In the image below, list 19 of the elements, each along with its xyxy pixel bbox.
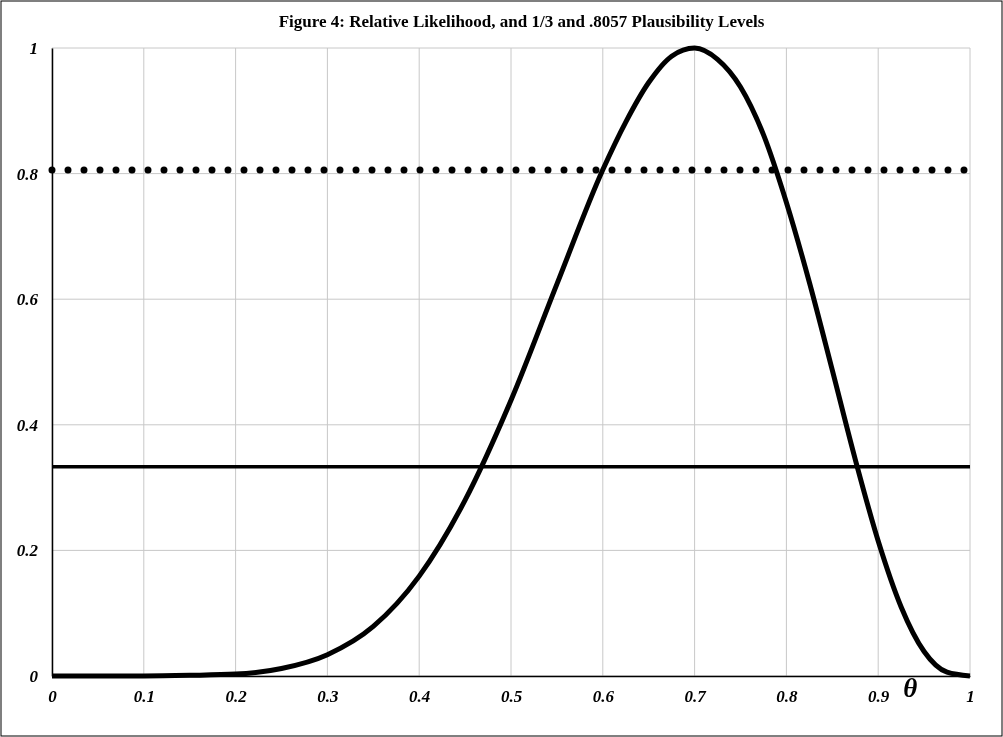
chart-title: Figure 4: Relative Likelihood, and 1/3 and .8057 Plausibility Levels bbox=[278, 12, 765, 31]
y-tick-label: 0.2 bbox=[16, 541, 39, 561]
y-tick-label: 1 bbox=[29, 38, 38, 58]
x-tick-label: 0 bbox=[48, 687, 58, 707]
x-tick-label: 0.2 bbox=[225, 687, 248, 707]
x-tick-label: 1 bbox=[966, 687, 975, 707]
y-tick-label: 0.8 bbox=[16, 164, 39, 184]
x-tick-label: 0.9 bbox=[868, 687, 890, 707]
y-tick-label: 0 bbox=[29, 666, 39, 686]
x-tick-label: 0.1 bbox=[133, 687, 155, 707]
x-tick-label: 0.4 bbox=[409, 687, 431, 707]
x-tick-label: 0.8 bbox=[776, 687, 799, 707]
x-tick-label: 0.6 bbox=[592, 687, 615, 707]
x-tick-label: 0.7 bbox=[684, 687, 708, 707]
y-tick-label: 0.6 bbox=[16, 290, 39, 310]
x-tick-label: 0.3 bbox=[317, 687, 340, 707]
y-tick-label: 0.4 bbox=[16, 415, 38, 435]
x-tick-label: 0.5 bbox=[500, 687, 523, 707]
x-axis-title: θ bbox=[903, 673, 918, 703]
